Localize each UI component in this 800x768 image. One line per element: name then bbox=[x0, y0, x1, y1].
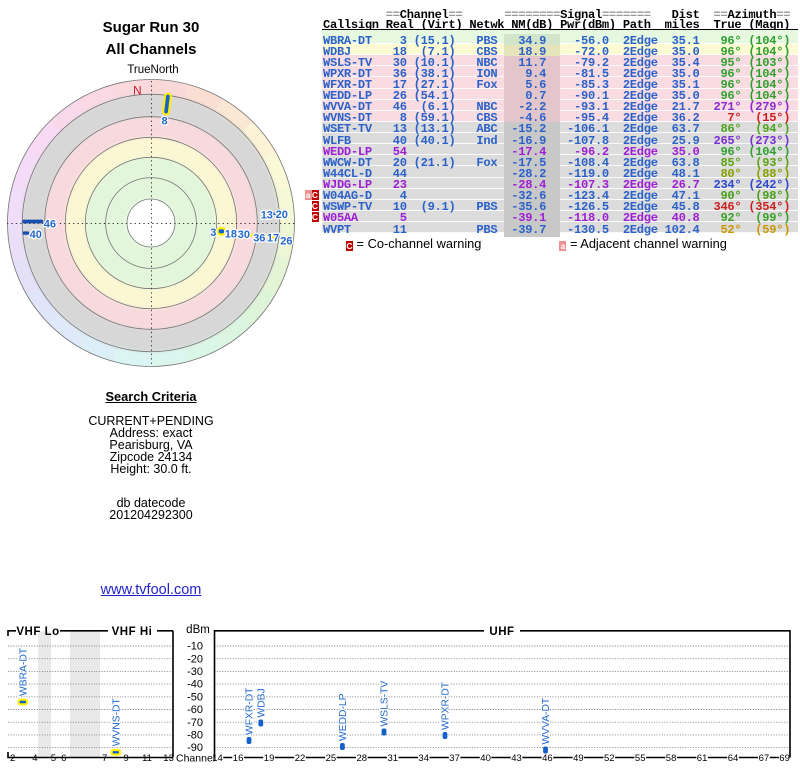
svg-text:-70: -70 bbox=[187, 717, 203, 729]
svg-text:WVNS-DT: WVNS-DT bbox=[111, 698, 122, 747]
svg-text:20: 20 bbox=[276, 209, 288, 221]
svg-text:16: 16 bbox=[233, 753, 244, 764]
svg-text:17: 17 bbox=[267, 232, 279, 244]
svg-text:WFXR-DT: WFXR-DT bbox=[245, 687, 256, 735]
svg-text:26: 26 bbox=[280, 235, 292, 247]
svg-text:31: 31 bbox=[388, 753, 399, 764]
svg-text:dBm: dBm bbox=[186, 624, 210, 636]
svg-text:-50: -50 bbox=[187, 691, 203, 703]
svg-text:-90: -90 bbox=[187, 742, 203, 754]
svg-text:22: 22 bbox=[295, 753, 306, 764]
svg-text:9: 9 bbox=[124, 753, 129, 764]
svg-text:7: 7 bbox=[102, 753, 107, 764]
svg-text:-30: -30 bbox=[187, 666, 203, 678]
svg-text:13: 13 bbox=[163, 753, 174, 764]
svg-text:14: 14 bbox=[212, 753, 223, 764]
svg-text:WDBJ: WDBJ bbox=[256, 688, 267, 717]
svg-text:19: 19 bbox=[264, 753, 275, 764]
svg-text:13: 13 bbox=[261, 210, 273, 222]
svg-text:40: 40 bbox=[480, 753, 491, 764]
svg-text:Channel: Channel bbox=[176, 753, 215, 765]
svg-text:46: 46 bbox=[44, 218, 56, 230]
svg-text:WPXR-DT: WPXR-DT bbox=[441, 681, 452, 730]
svg-text:8: 8 bbox=[162, 116, 168, 128]
svg-text:64: 64 bbox=[728, 753, 739, 764]
svg-text:49: 49 bbox=[573, 753, 584, 764]
svg-text:46: 46 bbox=[542, 753, 553, 764]
svg-text:6: 6 bbox=[61, 753, 66, 764]
svg-text:VHF Hi: VHF Hi bbox=[112, 626, 153, 638]
svg-text:43: 43 bbox=[511, 753, 522, 764]
svg-text:-10: -10 bbox=[187, 641, 203, 653]
svg-text:11: 11 bbox=[142, 753, 152, 764]
svg-text:34: 34 bbox=[418, 753, 429, 764]
svg-text:WBRA-DT: WBRA-DT bbox=[18, 647, 29, 696]
svg-text:4: 4 bbox=[32, 753, 37, 764]
svg-text:61: 61 bbox=[697, 753, 708, 764]
svg-text:5: 5 bbox=[51, 753, 56, 764]
svg-text:VHF Lo: VHF Lo bbox=[16, 626, 59, 638]
svg-text:69: 69 bbox=[779, 753, 790, 764]
svg-text:67: 67 bbox=[759, 753, 770, 764]
svg-text:WSLS-TV: WSLS-TV bbox=[380, 681, 391, 727]
svg-text:UHF: UHF bbox=[489, 626, 514, 638]
svg-text:-40: -40 bbox=[187, 679, 203, 691]
svg-text:N: N bbox=[133, 84, 142, 98]
svg-text:30: 30 bbox=[238, 229, 250, 241]
svg-text:18: 18 bbox=[225, 228, 237, 240]
svg-text:-60: -60 bbox=[187, 704, 203, 716]
svg-text:WEDD-LP: WEDD-LP bbox=[338, 693, 349, 741]
svg-text:37: 37 bbox=[449, 753, 460, 764]
svg-text:3: 3 bbox=[210, 227, 216, 239]
svg-text:-20: -20 bbox=[187, 653, 203, 665]
svg-text:-80: -80 bbox=[187, 730, 203, 742]
svg-text:52: 52 bbox=[604, 753, 615, 764]
svg-text:WVVA-DT: WVVA-DT bbox=[541, 697, 552, 744]
svg-text:55: 55 bbox=[635, 753, 646, 764]
svg-text:40: 40 bbox=[30, 229, 42, 241]
svg-text:28: 28 bbox=[357, 753, 368, 764]
svg-text:25: 25 bbox=[326, 753, 337, 764]
svg-text:2: 2 bbox=[10, 753, 15, 764]
svg-text:36: 36 bbox=[253, 233, 265, 245]
svg-text:58: 58 bbox=[666, 753, 677, 764]
